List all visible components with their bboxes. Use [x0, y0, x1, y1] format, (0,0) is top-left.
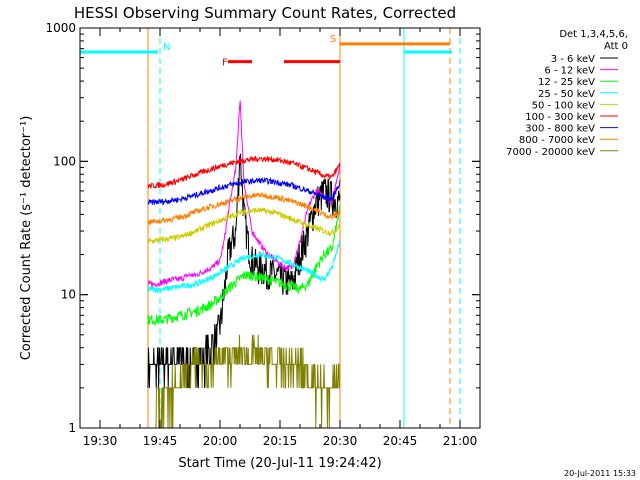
series-line-25-50-kev — [147, 239, 341, 294]
y-tick-label: 1 — [68, 421, 76, 435]
legend-label: 12 - 25 keV — [538, 77, 595, 88]
chart-title: HESSI Observing Summary Count Rates, Cor… — [74, 4, 456, 22]
legend-label: 100 - 300 keV — [525, 112, 595, 123]
x-axis-label: Start Time (20-Jul-11 19:24:42) — [178, 456, 381, 471]
x-tick-label: 20:30 — [323, 434, 358, 448]
legend-label: 800 - 7000 keV — [519, 135, 595, 146]
x-tick-label: 21:00 — [443, 434, 478, 448]
timestamp: 20-Jul-2011 15:33 — [564, 469, 636, 478]
legend-header-line: Att 0 — [604, 41, 628, 52]
plot-area: N F S — [79, 28, 461, 429]
series-line-3-6-kev — [147, 153, 341, 389]
plot-frame — [79, 27, 481, 429]
y-tick-label: 1000 — [45, 21, 76, 35]
x-tick-label: 20:15 — [263, 434, 298, 448]
x-tick-label: 20:45 — [383, 434, 418, 448]
series-line-12-25-kev — [147, 205, 341, 327]
legend-label: 3 - 6 keV — [551, 54, 595, 65]
y-tick-label: 100 — [53, 154, 76, 168]
y-axis: 1000 100 10 1 — [45, 21, 480, 435]
legend-label: 6 - 12 keV — [544, 66, 595, 77]
annotation-n: N — [163, 42, 170, 53]
y-axis-label: Corrected Count Rate (s⁻¹ detector⁻¹) — [19, 116, 34, 361]
x-tick-label: 19:45 — [143, 434, 178, 448]
y-tick-label: 10 — [61, 288, 76, 302]
legend-label: 25 - 50 keV — [538, 89, 595, 100]
x-tick-label: 19:30 — [83, 434, 118, 448]
x-axis: 19:30 19:45 20:00 20:15 20:30 20:45 21:00 — [79, 28, 481, 448]
series-line-800-7000-kev — [147, 192, 341, 225]
annotation-s: S — [330, 34, 336, 45]
series-line-7000-20000-kev — [155, 334, 340, 429]
legend-label: 50 - 100 keV — [532, 100, 596, 111]
legend-label: 300 - 800 keV — [525, 124, 595, 135]
annotation-f: F — [222, 58, 228, 69]
x-tick-label: 20:00 — [203, 434, 238, 448]
legend-label: 7000 - 20000 keV — [506, 147, 595, 158]
legend-header-line: Det 1,3,4,5,6, — [559, 29, 628, 40]
series-line-50-100-kev — [147, 206, 341, 244]
series-line-100-300-kev — [147, 155, 341, 189]
series-line-300-800-kev — [147, 176, 341, 206]
